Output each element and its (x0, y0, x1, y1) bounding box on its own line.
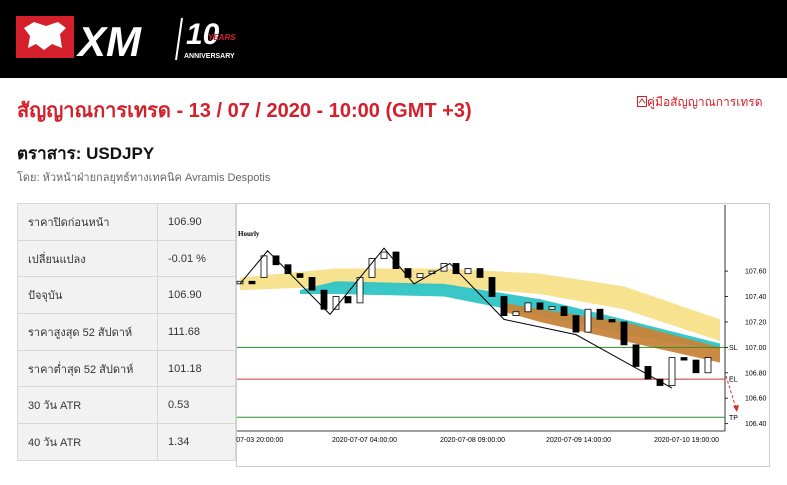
stat-label: ราคาปิดก่อนหน้า (17, 203, 158, 241)
y-tick-label: 107.40 (745, 294, 767, 301)
arrow-head (733, 405, 739, 412)
candle (584, 308, 592, 333)
anniv-number: 10 (186, 18, 220, 51)
candle (392, 251, 400, 269)
candle (248, 280, 256, 285)
logo-text: XM (76, 18, 142, 65)
x-tick-label: 0-07-03 20:00:00 (236, 437, 283, 444)
band (240, 268, 720, 342)
stat-value: 111.68 (157, 313, 236, 351)
stat-value: 106.90 (157, 276, 236, 315)
stat-value: 106.90 (157, 203, 236, 241)
candle (536, 302, 544, 310)
guide-text[interactable]: คู่มือสัญญาณการเทรด (647, 95, 763, 109)
candle (704, 357, 712, 374)
candle (416, 273, 424, 278)
candle (320, 289, 328, 310)
candle (236, 280, 244, 285)
stat-label: ปัจจุบัน (17, 276, 158, 315)
candle (260, 255, 268, 278)
candle (500, 296, 508, 316)
table-row: ราคาสูงสุด 52 สัปดาห์ 111.68 (17, 313, 236, 351)
zigzag (239, 247, 673, 389)
candle (596, 308, 604, 320)
level-label: SL (729, 345, 738, 352)
stats-table: ราคาปิดก่อนหน้า 106.90 เปลี่ยนแปลง -0.01 % ป… (17, 203, 236, 461)
candle (308, 277, 316, 291)
author: โดย: หัวหน้าฝ่ายกลยุทธ์ทางเทคนิค Avramis… (17, 172, 271, 184)
pdf-icon (637, 96, 647, 107)
timeframe-label: Hourly (238, 230, 260, 238)
candle (524, 302, 532, 313)
candle (656, 378, 664, 386)
x-tick-label: 2020-07-10 19:00:00 (654, 437, 719, 444)
candle (548, 306, 556, 310)
stat-label: 30 วัน ATR (17, 386, 158, 425)
candle (680, 357, 688, 361)
header: XM 10 YEARS ANNIVERSARY (0, 0, 787, 78)
y-tick-label: 106.80 (745, 370, 767, 377)
y-tick-label: 107.20 (745, 319, 767, 326)
candle (668, 357, 676, 386)
table-row: 30 วัน ATR 0.53 (17, 386, 236, 425)
chart: Hourly SL EL TP 107.60 107.40 107.20 107.00 106… (236, 203, 770, 467)
y-tick-label: 106.40 (745, 421, 767, 428)
stat-value: 1.34 (157, 423, 236, 461)
stat-label: ราคาต่ำสุด 52 สัปดาห์ (17, 349, 158, 388)
logo-divider (175, 17, 183, 61)
candle (572, 315, 580, 333)
table-row: ราคาปิดก่อนหน้า 106.90 (17, 203, 236, 241)
anniv-word: ANNIVERSARY (184, 53, 235, 60)
y-tick-label: 107.60 (745, 269, 767, 276)
table-row: ปัจจุบัน 106.90 (17, 276, 236, 315)
page-title: สัญญาณการเทรด - 13 / 07 / 2020 - 10:00 (… (17, 100, 472, 122)
candle (464, 268, 472, 275)
logo[interactable]: XM 10 YEARS ANNIVERSARY (0, 0, 260, 78)
stat-label: 40 วัน ATR (17, 423, 158, 461)
candle (452, 263, 460, 275)
candle (620, 321, 628, 346)
candle (608, 319, 616, 323)
target-arrow (725, 375, 737, 409)
x-tick-label: 2020-07-07 04:00:00 (332, 437, 397, 444)
chart-frame (236, 203, 770, 467)
table-row: ราคาต่ำสุด 52 สัปดาห์ 101.18 (17, 349, 236, 388)
x-tick-label: 2020-07-09 14:00:00 (546, 437, 611, 444)
logo-bull (24, 22, 66, 50)
candle (632, 344, 640, 367)
candle (368, 257, 376, 278)
guide-link[interactable]: คู่มือสัญญาณการเทรด (637, 93, 763, 112)
stat-label: ราคาสูงสุด 52 สัปดาห์ (17, 313, 158, 351)
table-row: เปลี่ยนแปลง -0.01 % (17, 239, 236, 278)
stat-label: เปลี่ยนแปลง (17, 239, 158, 278)
stat-value: 0.53 (157, 386, 236, 425)
candle (296, 273, 304, 278)
candle (344, 296, 352, 304)
level-label: EL (729, 377, 738, 384)
candle (560, 306, 568, 316)
anniv-years: YEARS (208, 33, 236, 42)
candle (512, 311, 520, 316)
candle (488, 277, 496, 297)
x-tick-label: 2020-07-08 09:00:00 (440, 437, 505, 444)
level-label: TP (729, 415, 738, 422)
stat-value: -0.01 % (157, 239, 236, 278)
candle (380, 251, 388, 259)
candle (692, 359, 700, 374)
candle (476, 268, 484, 278)
y-tick-label: 107.00 (745, 345, 767, 352)
candle (644, 366, 652, 380)
instrument: ตราสาร: USDJPY (17, 144, 155, 163)
stat-value: 101.18 (157, 349, 236, 388)
candle (356, 277, 364, 304)
y-tick-label: 106.60 (745, 396, 767, 403)
table-row: 40 วัน ATR 1.34 (17, 423, 236, 461)
candle (272, 255, 280, 266)
